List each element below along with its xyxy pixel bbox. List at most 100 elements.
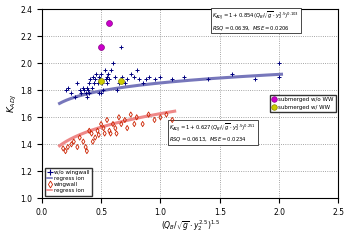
Point <box>101 126 106 130</box>
Point <box>69 142 74 146</box>
Point <box>132 75 137 79</box>
Point <box>60 147 66 150</box>
Point <box>152 77 157 81</box>
Point <box>158 115 163 119</box>
Point <box>144 77 149 81</box>
Point <box>96 91 101 95</box>
Text: $K_{ADJ}=1+0.854(Q_B/\sqrt{g}\cdot y_2^{2.5})^{0.103}$
$RSQ=0.0639,\ MSE=0.0206$: $K_{ADJ}=1+0.854(Q_B/\sqrt{g}\cdot y_2^{… <box>212 11 299 32</box>
Point <box>89 132 95 136</box>
Point <box>119 79 124 83</box>
Point <box>75 81 80 85</box>
Point <box>116 115 122 119</box>
Point <box>169 77 175 81</box>
Point <box>113 75 118 79</box>
Point <box>96 75 101 79</box>
Point <box>65 145 71 149</box>
Point <box>119 45 124 49</box>
Point <box>63 149 68 153</box>
Point <box>113 126 118 130</box>
Point <box>101 88 106 92</box>
Point <box>98 79 104 83</box>
Point <box>132 122 137 126</box>
Point <box>84 95 90 99</box>
Point <box>102 68 107 72</box>
Point <box>110 122 116 126</box>
Point <box>158 75 163 79</box>
Point <box>85 88 91 92</box>
Point <box>77 136 83 140</box>
Point <box>77 88 83 92</box>
X-axis label: $(Q_B/\sqrt{g}\cdot y_2^{2.5})^{1.5}$: $(Q_B/\sqrt{g}\cdot y_2^{2.5})^{1.5}$ <box>161 218 220 234</box>
Point <box>104 118 110 122</box>
Point <box>98 91 104 95</box>
Point <box>136 77 142 81</box>
Point <box>90 140 96 144</box>
Point <box>107 21 112 24</box>
Point <box>124 126 130 130</box>
Point <box>134 68 140 72</box>
Point <box>253 77 258 81</box>
Point <box>84 86 90 89</box>
Point <box>116 81 122 85</box>
Point <box>98 72 104 76</box>
Point <box>69 91 74 95</box>
Point <box>71 140 77 144</box>
Point <box>140 81 146 85</box>
Point <box>99 81 105 85</box>
Point <box>181 75 187 79</box>
Point <box>91 81 97 85</box>
Point <box>108 68 113 72</box>
Point <box>119 122 124 126</box>
Point <box>105 72 111 76</box>
Point <box>80 86 86 89</box>
Point <box>98 45 104 49</box>
Point <box>140 122 146 126</box>
Point <box>96 133 101 137</box>
Point <box>276 61 282 65</box>
Point <box>92 136 98 140</box>
Point <box>84 149 90 153</box>
Point <box>86 129 92 133</box>
Point <box>114 88 119 92</box>
Legend: submerged w/o WW, submerged w/ WW: submerged w/o WW, submerged w/ WW <box>270 95 336 112</box>
Point <box>146 113 151 116</box>
Point <box>146 75 151 79</box>
Point <box>83 91 89 95</box>
Point <box>95 81 100 85</box>
Point <box>104 75 110 79</box>
Point <box>114 132 119 136</box>
Point <box>78 91 84 95</box>
Y-axis label: $K_{ADJ}$: $K_{ADJ}$ <box>6 94 19 113</box>
Point <box>107 129 112 133</box>
Point <box>128 72 134 76</box>
Point <box>124 77 130 81</box>
Point <box>97 77 103 81</box>
Point <box>107 77 112 81</box>
Point <box>75 145 80 149</box>
Text: $K_{ADJ}=1+0.627(Q_B/\sqrt{g}\cdot y_2^{2.5})^{0.251}$
$RSQ=0.0613,\ MSE=0.0234$: $K_{ADJ}=1+0.627(Q_B/\sqrt{g}\cdot y_2^{… <box>169 123 256 143</box>
Point <box>163 113 169 116</box>
Point <box>276 75 282 79</box>
Point <box>152 118 157 122</box>
Point <box>102 132 107 136</box>
Point <box>83 145 89 149</box>
Point <box>205 77 211 81</box>
Point <box>89 86 95 89</box>
Point <box>122 118 128 122</box>
Point <box>169 118 175 122</box>
Point <box>80 140 86 144</box>
Point <box>103 77 108 81</box>
Point <box>90 75 96 79</box>
Point <box>128 113 134 116</box>
Point <box>92 77 98 81</box>
Point <box>86 81 92 85</box>
Point <box>108 132 113 136</box>
Point <box>95 129 100 133</box>
Point <box>86 91 92 95</box>
Point <box>122 81 128 85</box>
Point <box>110 61 116 65</box>
Point <box>120 75 125 79</box>
Point <box>63 88 68 92</box>
Point <box>104 81 110 85</box>
Point <box>82 88 87 92</box>
